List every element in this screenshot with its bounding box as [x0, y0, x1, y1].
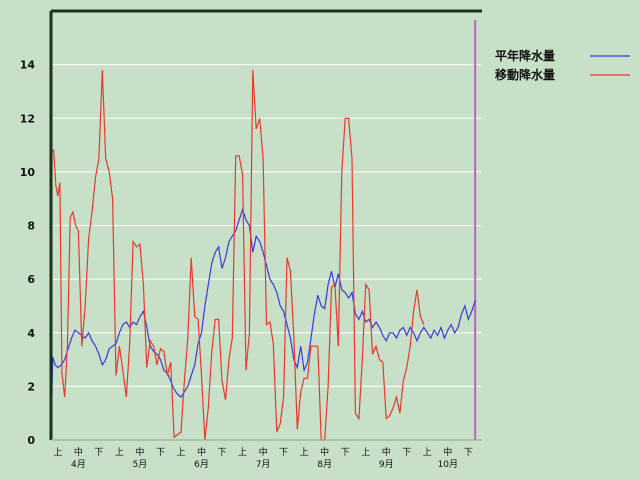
series-lines — [50, 69, 476, 441]
y-tick-labels: 0 2 4 6 8 10 12 14 — [20, 59, 36, 447]
x-tick-label: 中 — [197, 446, 206, 458]
month-labels: 4月 5月 6月 7月 8月 9月 10月 — [71, 459, 458, 470]
y-tick-label: 10 — [20, 166, 36, 179]
grid-lines — [51, 64, 482, 387]
month-label: 7月 — [256, 459, 271, 470]
x-tick-label: 上 — [361, 447, 370, 458]
legend-label-1: 移動降水量 — [495, 67, 555, 82]
y-tick-label: 4 — [27, 327, 35, 340]
x-tick-label: 下 — [279, 448, 288, 458]
x-tick-label: 上 — [176, 447, 185, 458]
series-line-0 — [50, 207, 476, 441]
x-tick-label: 中 — [74, 446, 83, 458]
month-label: 9月 — [379, 459, 394, 470]
month-label: 6月 — [194, 459, 209, 470]
month-label: 10月 — [438, 459, 458, 470]
x-tick-label: 上 — [238, 447, 247, 458]
axes — [49, 9, 482, 441]
y-tick-label: 6 — [27, 273, 35, 286]
x-tick-label: 下 — [156, 448, 165, 458]
x-tick-label: 中 — [135, 446, 144, 458]
x-tick-label: 下 — [402, 448, 411, 458]
y-tick-label: 0 — [27, 434, 35, 447]
month-label: 4月 — [71, 459, 86, 470]
x-tick-label: 上 — [423, 447, 432, 458]
x-tick-label: 上 — [53, 447, 62, 458]
y-tick-label: 2 — [27, 380, 35, 393]
y-tick-label: 14 — [20, 59, 36, 72]
month-label: 5月 — [133, 459, 148, 470]
x-tick-label: 上 — [300, 447, 309, 458]
series-line-1 — [50, 69, 425, 441]
y-tick-label: 8 — [27, 220, 35, 233]
x-tick-label: 中 — [320, 446, 329, 458]
x-tick-label: 中 — [382, 446, 391, 458]
x-tick-label: 上 — [115, 447, 124, 458]
legend-label-0: 平年降水量 — [495, 48, 555, 63]
x-tick-label: 下 — [94, 448, 103, 458]
month-label: 8月 — [317, 459, 332, 470]
y-tick-label: 12 — [20, 112, 35, 125]
x-tick-label: 中 — [259, 446, 268, 458]
x-tick-labels: 上中下上中下上中下上中下上中下上中下上中下 — [53, 446, 472, 458]
x-tick-label: 下 — [341, 448, 350, 458]
x-tick-label: 下 — [218, 448, 227, 458]
x-tick-label: 中 — [443, 446, 452, 458]
x-tick-label: 下 — [464, 448, 473, 458]
